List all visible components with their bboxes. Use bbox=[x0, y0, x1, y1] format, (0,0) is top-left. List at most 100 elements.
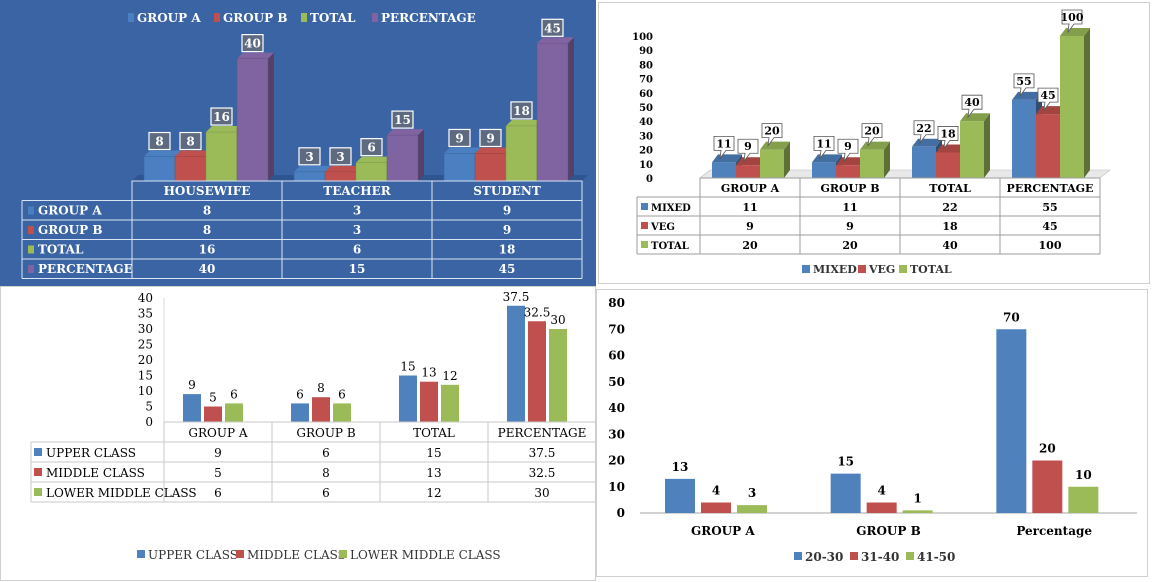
table-cell: 9 bbox=[503, 204, 511, 218]
bar-teacher-group-a bbox=[293, 171, 326, 182]
bar-top bbox=[356, 156, 393, 163]
data-label-group-b-upper-class: 6 bbox=[296, 387, 304, 401]
bar-percentage-20-30 bbox=[996, 329, 1027, 513]
table-cell: 100 bbox=[1039, 239, 1062, 252]
data-label-group-b-lower-middle-class: 6 bbox=[338, 387, 346, 401]
bar-top bbox=[736, 157, 766, 166]
data-label-total-lower-middle-class: 12 bbox=[442, 369, 457, 383]
bar-percentage-mixed bbox=[1012, 99, 1036, 178]
legend-swatch-mixed bbox=[802, 265, 810, 273]
data-label-callout bbox=[837, 138, 859, 163]
table-cell: 9 bbox=[846, 220, 854, 233]
table-row-swatch-total bbox=[641, 241, 648, 248]
data-label-total-veg: 18 bbox=[940, 127, 956, 140]
bar-top bbox=[237, 52, 274, 59]
y-tick-label: 40 bbox=[639, 117, 653, 128]
table-col-header-group-a: GROUP A bbox=[188, 426, 247, 440]
data-label-percentage-41-50: 10 bbox=[1075, 468, 1092, 482]
legend-label-middle-class: MIDDLE CLASS bbox=[247, 548, 346, 562]
data-label-callout bbox=[761, 123, 783, 148]
chart-occupation: GROUP A GROUP B TOTAL PERCENTAGE 8 8 16 40 3 3 6 15… bbox=[21, 11, 588, 279]
y-tick-label: 100 bbox=[632, 32, 653, 43]
data-label-group-b-mixed: 11 bbox=[816, 137, 831, 150]
y-tick-label: 60 bbox=[639, 89, 653, 100]
y-tick-label: 50 bbox=[608, 375, 625, 389]
data-label-box bbox=[448, 128, 471, 148]
y-tick-label: 20 bbox=[639, 146, 653, 157]
bar-top bbox=[712, 154, 742, 163]
y-tick-label: 90 bbox=[639, 46, 653, 57]
bar-percentage-middle-class bbox=[528, 321, 546, 422]
table-cell: 11 bbox=[742, 201, 757, 214]
data-label-group-a-mixed: 11 bbox=[716, 137, 731, 150]
y-tick-label: 15 bbox=[138, 369, 153, 383]
y-tick-label: 20 bbox=[608, 454, 625, 468]
table-cell: 8 bbox=[203, 223, 211, 237]
bar-group-a-41-50 bbox=[737, 505, 767, 513]
bar-group-a-lower-middle-class bbox=[225, 403, 243, 422]
data-label-group-a-20-30: 13 bbox=[672, 460, 689, 474]
bar-percentage-31-40 bbox=[1032, 460, 1063, 513]
data-label-box bbox=[510, 101, 533, 120]
y-tick-label: 40 bbox=[138, 291, 153, 305]
data-label-group-a-total: 20 bbox=[764, 125, 780, 138]
table-col-header-group-b: GROUP B bbox=[296, 426, 355, 440]
table-col-header-percentage: PERCENTAGE bbox=[1007, 182, 1094, 195]
y-tick-label: 0 bbox=[646, 174, 653, 185]
bar-top bbox=[1012, 91, 1042, 100]
legend-swatch-group-b bbox=[214, 13, 220, 22]
data-label-callout bbox=[1061, 9, 1083, 34]
data-label-student-percentage: 45 bbox=[544, 21, 561, 35]
data-label-box bbox=[360, 138, 383, 157]
legend-swatch-20-30 bbox=[794, 552, 802, 560]
table-cell: 55 bbox=[1042, 201, 1057, 214]
chart-panel-class: 0 5 10 15 20 25 30 35 40 9 5 6 6 8 6 15 13 12 37.5 32.5 30 GR… bbox=[0, 286, 597, 581]
data-label-student-total: 18 bbox=[513, 104, 530, 118]
y-tick-label: 20 bbox=[138, 353, 153, 367]
table-cell: 18 bbox=[499, 243, 516, 257]
bar-student-total bbox=[505, 125, 538, 182]
table-cell: 6 bbox=[322, 486, 330, 500]
bar-group-b-41-50 bbox=[902, 510, 933, 513]
table-cell: 6 bbox=[353, 243, 361, 257]
bar-housewife-group-b bbox=[174, 156, 207, 182]
bar-total-mixed bbox=[912, 146, 936, 178]
data-label-teacher-group-a: 3 bbox=[305, 150, 313, 164]
data-label-box bbox=[479, 128, 502, 148]
y-tick-label: 30 bbox=[138, 322, 153, 336]
bar-top bbox=[836, 157, 866, 166]
legend-label-lower-middle-class: LOWER MIDDLE CLASS bbox=[350, 548, 501, 562]
bar-total-total bbox=[960, 121, 984, 178]
bar-top bbox=[537, 37, 574, 44]
data-label-box bbox=[148, 131, 171, 151]
y-tick-label: 30 bbox=[639, 131, 653, 142]
bar-total-veg bbox=[936, 152, 960, 178]
bar-side bbox=[418, 129, 424, 181]
bar-group-a-20-30 bbox=[665, 478, 695, 513]
data-label-group-b-total: 20 bbox=[864, 125, 880, 138]
bar-top bbox=[960, 113, 990, 122]
bar-percentage-veg bbox=[1036, 114, 1060, 178]
table-row-swatch-upper-class bbox=[34, 448, 42, 456]
table-col-header-percentage: PERCENTAGE bbox=[498, 426, 587, 440]
y-tick-label: 80 bbox=[639, 60, 653, 71]
data-label-callout bbox=[1037, 87, 1059, 112]
bar-side bbox=[268, 52, 274, 181]
data-label-box bbox=[329, 147, 352, 166]
table-row-header-mixed: MIXED bbox=[651, 203, 691, 214]
table-row-swatch-middle-class bbox=[34, 468, 42, 476]
data-label-group-b-41-50: 1 bbox=[913, 491, 921, 505]
table-col-header-total: TOTAL bbox=[413, 426, 455, 440]
data-label-group-a-middle-class: 5 bbox=[209, 391, 217, 405]
y-tick-label: 10 bbox=[608, 480, 625, 494]
legend-label-group-a: GROUP A bbox=[137, 11, 201, 25]
table-col-header-student: STUDENT bbox=[473, 184, 541, 198]
chart-panel-diet: 0 10 20 30 40 50 60 70 80 90 100 11 9 20 11 9 20 22 18 40 55… bbox=[598, 2, 1150, 284]
table-cell: 40 bbox=[199, 262, 216, 276]
data-label-percentage-middle-class: 32.5 bbox=[524, 305, 551, 319]
table-row-header-group-b: GROUP B bbox=[38, 223, 102, 237]
table-row-header-upper-class: UPPER CLASS bbox=[46, 446, 136, 460]
legend-swatch-31-40 bbox=[850, 552, 858, 560]
y-tick-label: 80 bbox=[608, 296, 625, 310]
bar-top bbox=[506, 119, 543, 126]
